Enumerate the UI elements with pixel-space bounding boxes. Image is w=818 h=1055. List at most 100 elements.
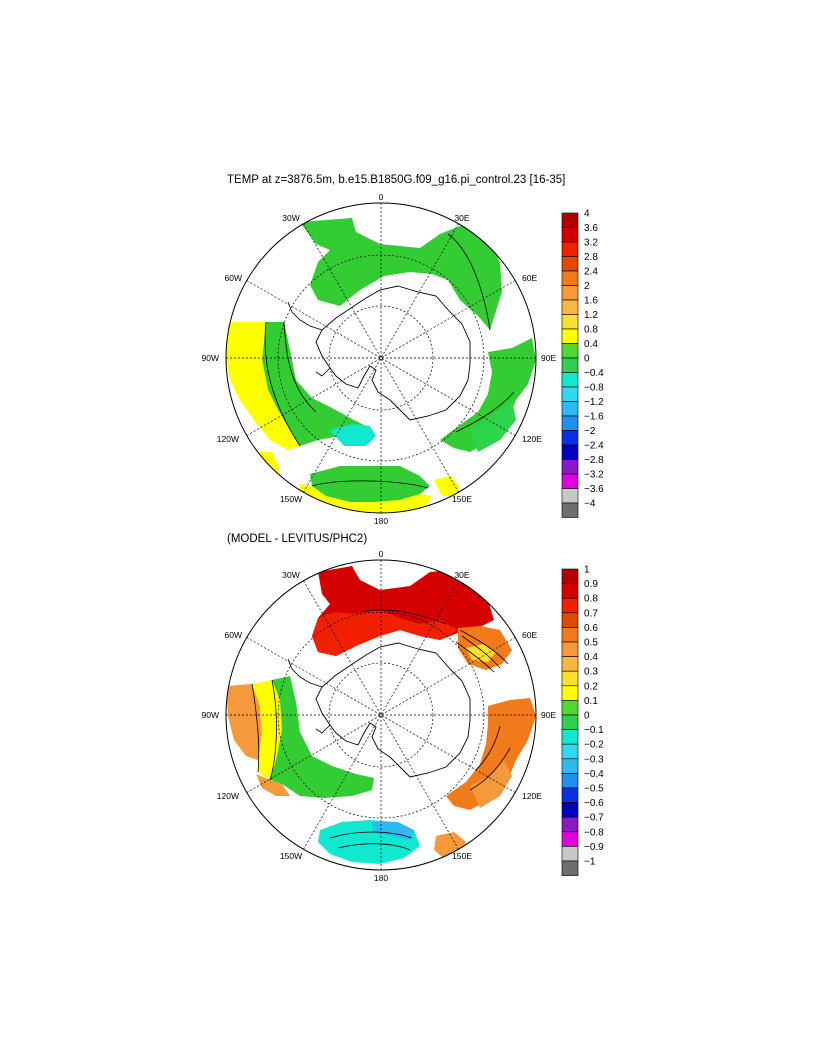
colorbar-swatch — [561, 386, 579, 402]
field-atlantic — [300, 218, 502, 330]
colorbar-label: 0 — [584, 354, 590, 365]
colorbar-label: −1.6 — [584, 412, 604, 423]
contour-1b — [283, 321, 317, 413]
lon-label-60w: 60W — [225, 273, 242, 283]
colorbar-label: −2.8 — [584, 455, 604, 466]
colorbar-swatch — [561, 502, 579, 518]
contour-2a — [455, 629, 509, 673]
colorbar-label: −2.4 — [584, 441, 604, 452]
colorbar-swatch — [561, 729, 579, 745]
lon-label-60e: 60E — [522, 273, 537, 283]
map-1-fields — [226, 218, 536, 513]
colorbar-label: −1 — [584, 857, 596, 868]
map-2-border — [225, 559, 537, 871]
colorbar-label: −3.2 — [584, 470, 604, 481]
colorbar-label: −3.6 — [584, 484, 604, 495]
lon-label-90w: 90W — [202, 353, 219, 363]
field-pacific-west — [262, 322, 370, 446]
field-pacific-west-yellow — [226, 322, 300, 450]
colorbar-label: −0.8 — [584, 383, 604, 394]
colorbar-swatch — [561, 285, 579, 301]
colorbar-label: 0.8 — [584, 594, 598, 605]
colorbar-swatch — [561, 627, 579, 643]
colorbar-swatch — [561, 299, 579, 315]
colorbar-label: 0.1 — [584, 696, 598, 707]
colorbar-swatch — [561, 846, 579, 862]
colorbar-label: −0.4 — [584, 368, 604, 379]
lon-label-30e: 30E — [454, 213, 469, 223]
contour-2d — [469, 725, 511, 791]
colorbar-swatch — [561, 488, 579, 504]
colorbar-swatch — [561, 372, 579, 388]
colorbar-swatch — [561, 831, 579, 847]
colorbar-swatch — [561, 685, 579, 701]
colorbar-swatch — [561, 328, 579, 344]
colorbar-label: −0.4 — [584, 769, 604, 780]
colorbar-swatch — [561, 597, 579, 614]
lon-label-120e: 120E — [522, 791, 542, 801]
colorbar-swatch — [561, 343, 579, 359]
lon-label-120e: 120E — [522, 434, 542, 444]
colorbar-swatch — [561, 743, 579, 760]
colorbar-swatch — [561, 758, 579, 774]
colorbar-swatch — [561, 773, 579, 789]
contour-2e — [359, 609, 447, 625]
colorbar-label: −0.2 — [584, 740, 604, 751]
contour-1d — [455, 391, 515, 433]
lon-label-60e: 60E — [522, 630, 537, 640]
contour-1c — [311, 480, 429, 489]
colorbar-swatch — [561, 459, 579, 475]
field-pacific-orange-2 — [256, 774, 290, 796]
colorbar-label: 0.4 — [584, 339, 598, 350]
contour-1a — [264, 321, 301, 447]
colorbar-label: 2.4 — [584, 267, 598, 278]
lon-label-90e: 90E — [541, 710, 556, 720]
colorbar-label: −0.8 — [584, 827, 604, 838]
lon-label-30e: 30E — [454, 570, 469, 580]
contour-2c — [329, 831, 413, 851]
colorbar-swatch — [561, 612, 579, 628]
colorbar-swatch — [561, 430, 579, 446]
lon-label-0: 0 — [379, 192, 384, 202]
field-pacific-green — [270, 676, 374, 798]
colorbar-swatch — [561, 270, 579, 286]
lon-label-150e: 150E — [452, 494, 472, 504]
lon-label-90e: 90E — [541, 353, 556, 363]
lon-label-30w: 30W — [282, 570, 299, 580]
colorbar-swatch — [561, 816, 579, 833]
lon-label-120w: 120W — [217, 434, 239, 444]
lon-label-60w: 60W — [225, 630, 242, 640]
colorbar-label: −0.9 — [584, 842, 604, 853]
colorbar-swatch — [561, 314, 579, 330]
colorbar-swatch — [561, 241, 579, 257]
colorbar-label: 2.8 — [584, 252, 598, 263]
colorbar-label: −0.3 — [584, 754, 604, 765]
field-indian-orange — [446, 698, 536, 810]
colorbar-swatch — [561, 700, 579, 716]
colorbar-swatch — [561, 401, 579, 417]
colorbar-swatch — [561, 860, 579, 876]
colorbar-label: −0.1 — [584, 725, 604, 736]
colorbar-swatch — [561, 444, 579, 460]
field-atlantic-bright — [312, 610, 458, 656]
colorbar-label: 0 — [584, 711, 590, 722]
colorbar-label: 1 — [584, 565, 590, 576]
colorbar-label: 1.6 — [584, 296, 598, 307]
colorbar-swatch — [561, 802, 579, 818]
colorbar-label: 3.2 — [584, 238, 598, 249]
lon-label-90w: 90W — [202, 710, 219, 720]
colorbar-label: −0.7 — [584, 813, 604, 824]
field-indian-light — [470, 760, 512, 808]
colorbar-swatch — [561, 583, 579, 599]
contour-2b — [251, 679, 277, 781]
colorbar-swatch — [561, 256, 579, 272]
lon-label-30w: 30W — [282, 213, 299, 223]
colorbar-label: −1.2 — [584, 397, 604, 408]
panel-1-title: TEMP at z=3876.5m, b.e15.B1850G.f09_g16.… — [227, 174, 565, 186]
colorbar-label: 0.2 — [584, 681, 598, 692]
colorbar-label: 0.8 — [584, 325, 598, 336]
polar-map-2: 0 30E 60E 90E 120E 150E 180 150W 120W 90… — [202, 549, 557, 883]
colorbar-label: 0.5 — [584, 638, 598, 649]
colorbar-label: −2 — [584, 426, 596, 437]
